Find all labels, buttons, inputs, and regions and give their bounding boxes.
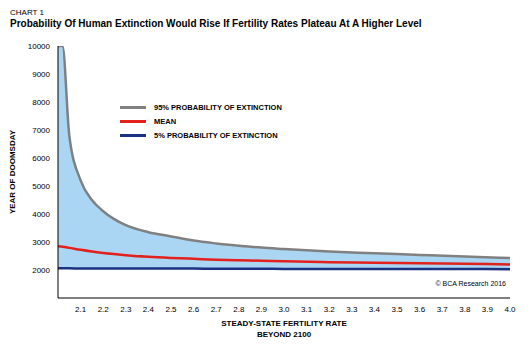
svg-text:3.3: 3.3 — [346, 305, 358, 314]
svg-text:2.4: 2.4 — [143, 305, 155, 314]
svg-text:9000: 9000 — [32, 70, 50, 79]
svg-text:2.1: 2.1 — [75, 305, 87, 314]
svg-text:3.5: 3.5 — [391, 305, 403, 314]
html-text:95% PROBABILITY OF EXTINCTION: 95% PROBABILITY OF EXTINCTION — [154, 102, 282, 112]
svg-text:3.0: 3.0 — [278, 305, 290, 314]
svg-text:3.6: 3.6 — [414, 305, 426, 314]
svg-text:3.2: 3.2 — [324, 305, 336, 314]
svg-text:3.9: 3.9 — [482, 305, 494, 314]
html-text:BEYOND 2100: BEYOND 2100 — [256, 330, 312, 339]
svg-text:2.3: 2.3 — [120, 305, 132, 314]
svg-text:3.1: 3.1 — [301, 305, 313, 314]
svg-text:2.6: 2.6 — [188, 305, 200, 314]
svg-text:7000: 7000 — [32, 126, 50, 135]
svg-text:YEAR OF DOOMSDAY: YEAR OF DOOMSDAY — [8, 129, 17, 214]
svg-text:2.8: 2.8 — [233, 305, 245, 314]
html-text:STEADY-STATE FERTILITY RATE: STEADY-STATE FERTILITY RATE — [221, 319, 347, 328]
html-text:MEAN: MEAN — [154, 116, 177, 126]
svg-text:10000: 10000 — [28, 42, 51, 51]
svg-text:2.2: 2.2 — [98, 305, 110, 314]
html-text:5% PROBABILITY OF EXTINCTION: 5% PROBABILITY OF EXTINCTION — [154, 130, 278, 140]
svg-text:3.8: 3.8 — [459, 305, 471, 314]
html-text:© BCA Research 2016: © BCA Research 2016 — [435, 280, 506, 287]
svg-text:3.7: 3.7 — [437, 305, 449, 314]
svg-text:2.9: 2.9 — [256, 305, 268, 314]
svg-text:5000: 5000 — [32, 182, 50, 191]
svg-text:3000: 3000 — [32, 238, 50, 247]
svg-text:8000: 8000 — [32, 98, 50, 107]
svg-text:2000: 2000 — [32, 266, 50, 275]
svg-text:3.4: 3.4 — [369, 305, 381, 314]
svg-text:2.7: 2.7 — [211, 305, 223, 314]
html-text:CHART 1: CHART 1 — [10, 8, 44, 17]
svg-text:4.0: 4.0 — [504, 305, 516, 314]
svg-text:4000: 4000 — [32, 210, 50, 219]
svg-text:2.5: 2.5 — [165, 305, 177, 314]
html-text:Probability Of Human Extinctio: Probability Of Human Extinction Would Ri… — [10, 18, 422, 29]
svg-text:6000: 6000 — [32, 154, 50, 163]
